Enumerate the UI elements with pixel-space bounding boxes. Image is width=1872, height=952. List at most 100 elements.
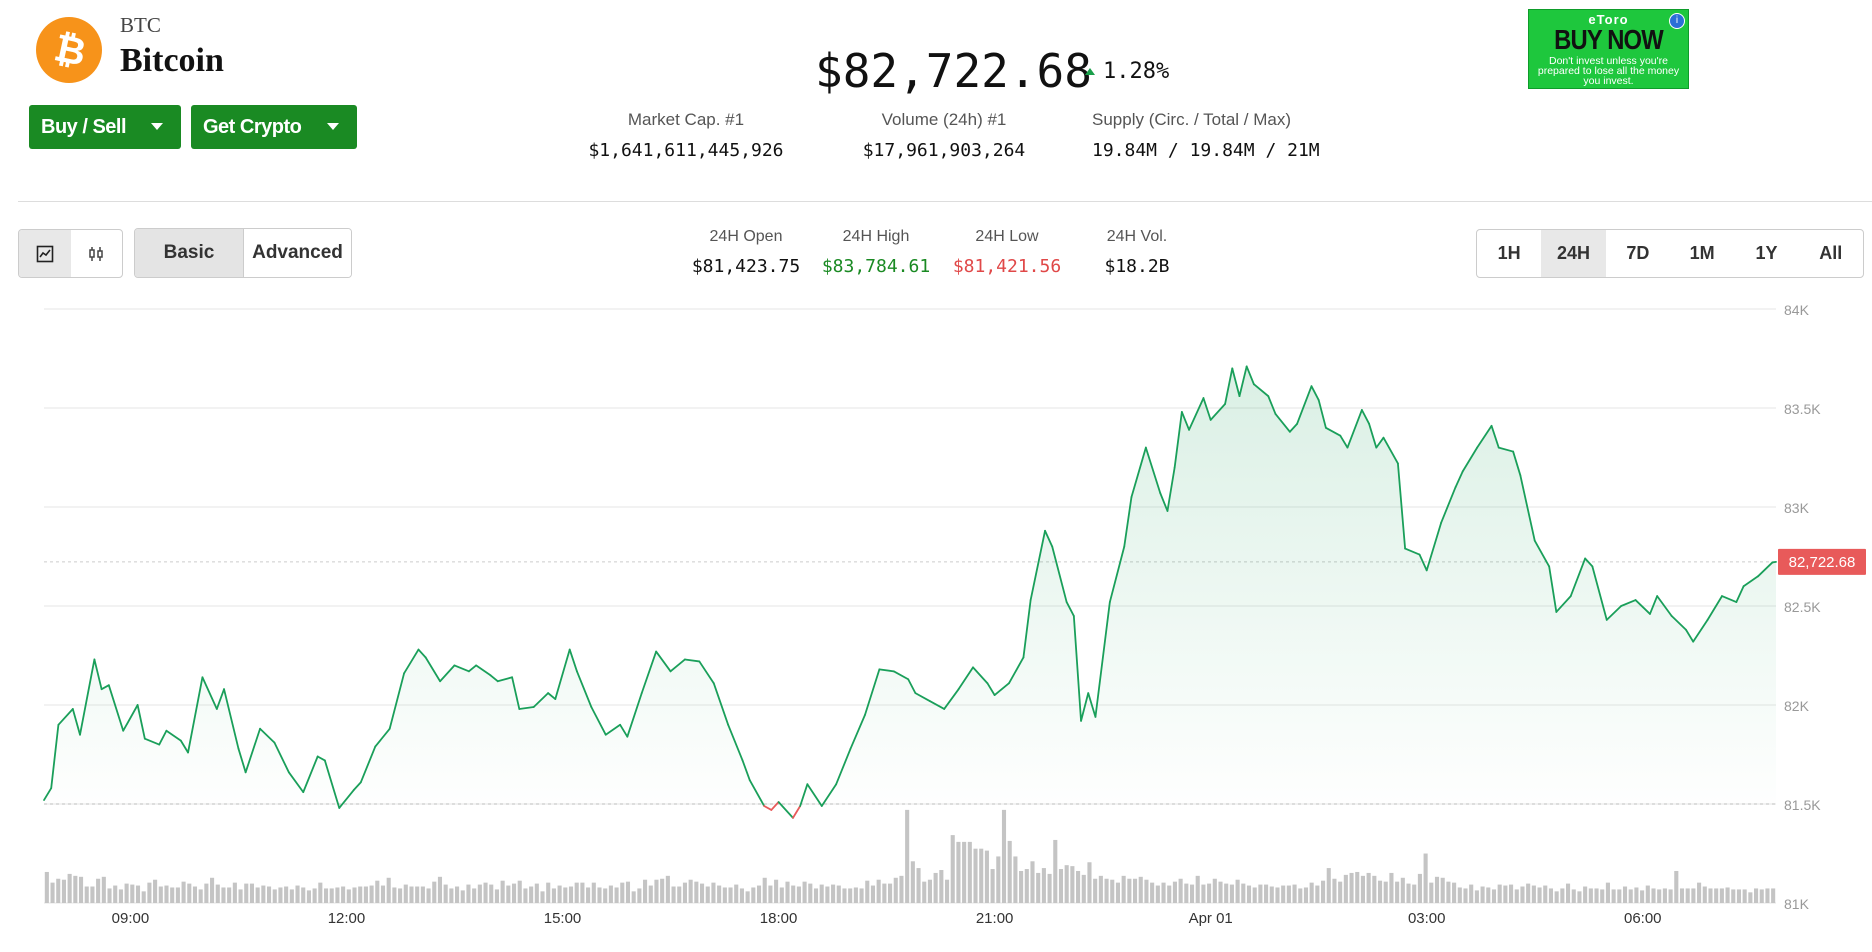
range-tab-all[interactable]: All bbox=[1819, 243, 1843, 263]
price-line-segment bbox=[712, 682, 730, 726]
x-tick-label: 06:00 bbox=[1624, 910, 1662, 927]
price-line-segment bbox=[136, 704, 146, 740]
price-line-segment bbox=[640, 650, 658, 695]
volume-bar bbox=[1702, 886, 1707, 903]
price-line-segment bbox=[1757, 561, 1774, 578]
volume-bar bbox=[1486, 887, 1491, 903]
volume-bar bbox=[141, 891, 146, 903]
volume-bar bbox=[1001, 809, 1007, 903]
volume-bar bbox=[648, 885, 653, 903]
volume-bar bbox=[187, 883, 192, 903]
volume-bar bbox=[466, 884, 471, 903]
volume-bar bbox=[415, 886, 420, 903]
volume-bar bbox=[375, 880, 380, 903]
price-line-segment bbox=[1159, 492, 1169, 512]
price-line-segment bbox=[259, 727, 276, 744]
volume-bar bbox=[1098, 875, 1103, 903]
volume-bar bbox=[831, 884, 836, 903]
volume-bar bbox=[1457, 887, 1462, 903]
price-line-segment bbox=[1476, 424, 1493, 449]
range-tab-24h[interactable]: 24H bbox=[1541, 230, 1606, 277]
volume-bar bbox=[1036, 872, 1041, 903]
volume-bar bbox=[1577, 891, 1582, 903]
volume-bar bbox=[1161, 882, 1166, 903]
volume-bar bbox=[1110, 879, 1115, 903]
ad-info-icon[interactable]: i bbox=[1669, 13, 1685, 29]
volume-bar bbox=[568, 886, 574, 903]
price-line-segment bbox=[1231, 367, 1241, 398]
volume-bar bbox=[90, 886, 95, 903]
volume-bar bbox=[1275, 887, 1280, 903]
volume-bar bbox=[665, 875, 670, 903]
price-line-segment bbox=[626, 692, 643, 738]
price-line-segment bbox=[619, 723, 629, 738]
volume-bar bbox=[153, 879, 158, 903]
price-line-segment bbox=[972, 666, 989, 685]
price-line-segment bbox=[1051, 545, 1068, 603]
volume-bar bbox=[1571, 889, 1576, 903]
volume-bar bbox=[78, 876, 84, 903]
volume-bar bbox=[1765, 888, 1770, 903]
price-line-segment bbox=[554, 648, 571, 700]
range-tab-1y[interactable]: 1Y bbox=[1755, 243, 1778, 263]
price-line-segment bbox=[943, 688, 960, 710]
volume-bar bbox=[1229, 884, 1234, 903]
basic-view-button[interactable]: Basic bbox=[135, 229, 243, 277]
advanced-view-button[interactable]: Advanced bbox=[243, 229, 351, 277]
header-divider bbox=[18, 201, 1872, 202]
volume-bar bbox=[967, 841, 972, 903]
range-tab-7d[interactable]: 7D bbox=[1626, 243, 1650, 263]
volume-bar bbox=[477, 884, 482, 903]
price-line-segment bbox=[1339, 434, 1349, 449]
range-tab-1m[interactable]: 1M bbox=[1689, 243, 1715, 263]
volume-bar bbox=[181, 881, 186, 903]
volume-bar bbox=[135, 885, 141, 903]
volume-bar bbox=[1628, 889, 1633, 903]
price-line-segment bbox=[1742, 575, 1759, 588]
current-price-badge bbox=[1778, 548, 1866, 575]
price-line-segment bbox=[1519, 474, 1536, 542]
volume-bar bbox=[870, 885, 876, 903]
buy-sell-button[interactable]: Buy / Sell bbox=[29, 105, 181, 149]
get-crypto-button[interactable]: Get Crypto bbox=[191, 105, 357, 149]
ad-banner[interactable]: eToro BUY NOW Don't invest unless you're… bbox=[1528, 9, 1689, 89]
volume-bar bbox=[1372, 875, 1377, 903]
price-line-segment bbox=[590, 706, 607, 736]
price-line-segment bbox=[388, 672, 405, 730]
volume-stat: Volume (24h) #1 $17,961,903,264 bbox=[854, 110, 1034, 161]
volume-value: $17,961,903,264 bbox=[862, 140, 1026, 161]
price-line-segment bbox=[1692, 618, 1709, 643]
volume-bar bbox=[1634, 887, 1639, 903]
price-line-segment bbox=[1555, 595, 1572, 613]
volume-bar bbox=[1429, 882, 1434, 903]
volume-bar bbox=[739, 888, 744, 903]
price-line-segment bbox=[1620, 599, 1637, 607]
x-tick-label: 03:00 bbox=[1408, 910, 1446, 927]
line-chart-button[interactable] bbox=[19, 230, 71, 277]
volume-bar bbox=[198, 889, 203, 903]
volume-bar bbox=[1252, 887, 1257, 903]
candlestick-chart-button[interactable] bbox=[71, 230, 123, 277]
volume-bar bbox=[785, 881, 790, 903]
stat-24h-high-value: $83,784.61 bbox=[821, 256, 931, 277]
range-tab-1h[interactable]: 1H bbox=[1497, 243, 1521, 263]
price-line-segment bbox=[1404, 547, 1421, 556]
volume-bar bbox=[341, 886, 346, 903]
price-line-segment bbox=[568, 648, 578, 673]
volume-bar bbox=[1548, 888, 1554, 903]
price-line-segment bbox=[604, 723, 622, 736]
y-tick-label: 81K bbox=[1784, 896, 1810, 912]
price-line-segment bbox=[1584, 557, 1594, 568]
stat-24h-low-label: 24H Low bbox=[975, 228, 1039, 245]
price-line-segment bbox=[1634, 599, 1651, 615]
volume-bar bbox=[1224, 883, 1229, 903]
volume-bar bbox=[1657, 889, 1662, 903]
volume-bar bbox=[1070, 866, 1075, 903]
volume-bar bbox=[1338, 881, 1343, 903]
price-line-segment bbox=[1461, 446, 1479, 473]
price-line-segment bbox=[1252, 383, 1270, 398]
volume-bar bbox=[1309, 882, 1314, 903]
volume-label: Volume (24h) #1 bbox=[881, 110, 1007, 129]
volume-bar bbox=[255, 887, 260, 903]
price-line-segment bbox=[1094, 601, 1111, 718]
